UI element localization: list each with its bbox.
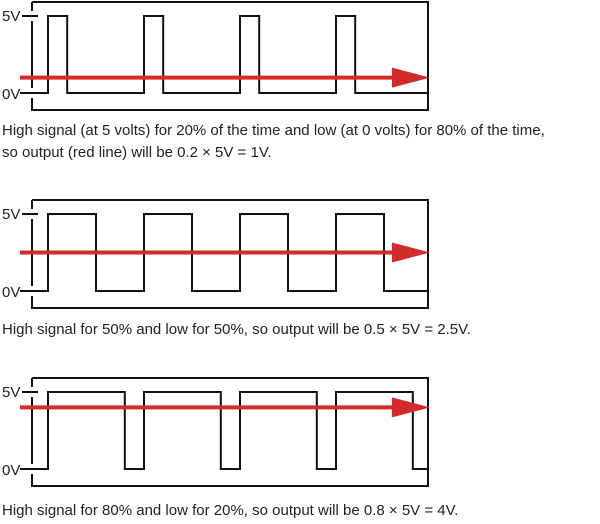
plot-frame <box>31 199 429 309</box>
caption-line-2: so output (red line) will be 0.2 × 5V = … <box>2 144 272 161</box>
plot-frame <box>31 377 429 487</box>
pwm-panel-50: 5V 0V High signal for 50% and low for 50… <box>0 198 600 348</box>
low-voltage-label: 0V <box>2 462 20 479</box>
caption-line-1: High signal for 50% and low for 50%, so … <box>2 321 471 338</box>
pwm-diagram-80: 5V 0V <box>2 377 430 487</box>
average-output-arrowhead <box>392 242 430 263</box>
average-output-arrowhead <box>392 397 430 418</box>
pwm-waveform <box>20 213 428 292</box>
average-output-arrowhead <box>392 67 430 88</box>
high-voltage-label: 5V <box>2 384 20 401</box>
high-voltage-label: 5V <box>2 206 20 223</box>
caption-50: High signal for 50% and low for 50%, so … <box>2 319 471 341</box>
pwm-waveform <box>20 15 428 94</box>
caption-line-1: High signal (at 5 volts) for 20% of the … <box>2 122 545 139</box>
plot-frame <box>31 1 429 111</box>
caption-20: High signal (at 5 volts) for 20% of the … <box>2 120 545 164</box>
low-voltage-label: 0V <box>2 86 20 103</box>
caption-80: High signal for 80% and low for 20%, so … <box>2 500 458 522</box>
pwm-panel-80: 5V 0V High signal for 80% and low for 20… <box>0 376 600 524</box>
pwm-waveform <box>20 391 428 470</box>
pwm-diagram-50: 5V 0V <box>2 199 430 309</box>
high-voltage-label: 5V <box>2 8 20 25</box>
low-voltage-label: 0V <box>2 284 20 301</box>
caption-line-1: High signal for 80% and low for 20%, so … <box>2 502 459 519</box>
pwm-panel-20: 5V 0V High signal (at 5 volts) for 20% o… <box>0 0 600 170</box>
pwm-diagram-20: 5V 0V <box>2 1 430 111</box>
